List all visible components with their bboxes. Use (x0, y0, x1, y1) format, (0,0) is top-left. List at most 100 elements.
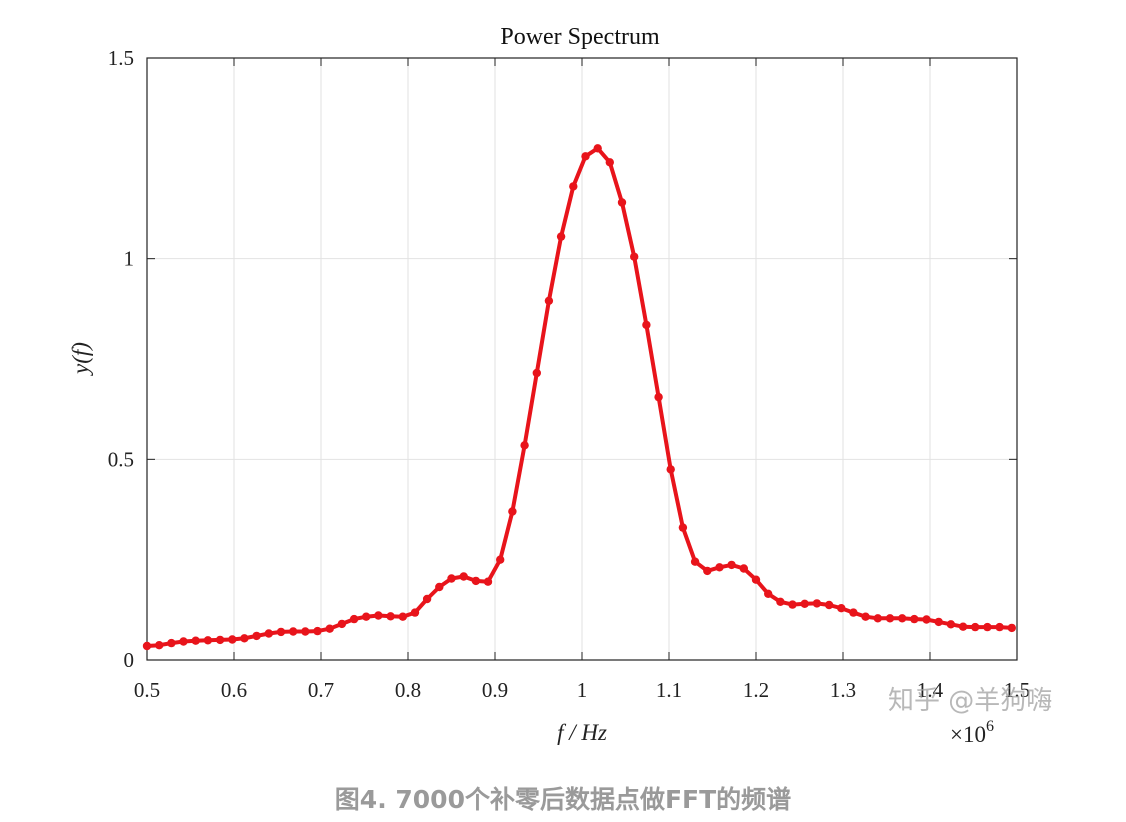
x-tick-label: 1.1 (656, 678, 682, 702)
data-point (483, 577, 493, 586)
x-multiplier-base: ×10 (950, 722, 986, 747)
data-point (593, 144, 602, 153)
x-axis-label: f / Hz (557, 720, 607, 745)
series-layer (142, 144, 1016, 651)
data-point (983, 622, 992, 632)
data-point (544, 296, 554, 305)
data-point (191, 636, 200, 645)
x-multiplier-exponent: 6 (986, 718, 994, 735)
data-point (228, 635, 237, 644)
data-point (946, 620, 956, 629)
x-tick-label: 1 (577, 678, 588, 702)
x-tick-label: 0.5 (134, 678, 160, 702)
data-point (751, 575, 761, 584)
y-tick-label: 1.5 (108, 46, 134, 70)
data-point (971, 622, 980, 632)
data-point (398, 612, 407, 621)
data-point (605, 158, 614, 167)
data-point (958, 622, 968, 631)
data-point (617, 198, 627, 207)
data-point (496, 555, 505, 564)
data-point (788, 600, 797, 609)
data-point (289, 627, 298, 636)
data-point (386, 612, 395, 621)
data-point (520, 441, 529, 450)
data-point (167, 638, 176, 648)
data-point (849, 608, 858, 617)
y-tick-label: 0 (124, 648, 135, 672)
grid-lines (146, 57, 1018, 661)
data-point (666, 465, 675, 474)
x-axis-multiplier: ×106 (950, 718, 994, 747)
data-point (374, 611, 383, 620)
data-point (142, 641, 152, 651)
data-point (301, 627, 310, 636)
data-point (715, 563, 724, 572)
figure-caption: 图4. 7000个补零后数据点做FFT的频谱 (334, 785, 792, 814)
data-point (630, 252, 639, 261)
data-point (898, 614, 907, 623)
data-point (325, 624, 334, 633)
data-point (910, 614, 919, 624)
data-point (264, 629, 273, 638)
data-point (812, 599, 822, 608)
data-point (642, 320, 651, 330)
data-point (349, 614, 359, 624)
y-tick-label: 0.5 (108, 447, 134, 471)
data-point (179, 637, 188, 646)
data-point (739, 564, 748, 573)
data-point (800, 599, 809, 608)
y-axis-label: y(f) (68, 342, 93, 376)
data-point (471, 576, 481, 586)
data-point (276, 627, 286, 637)
x-tick-label: 0.9 (482, 678, 508, 702)
axis-ticks (146, 57, 1018, 661)
data-point (532, 368, 541, 378)
data-point (581, 152, 590, 161)
y-tick-label: 1 (124, 247, 135, 271)
data-point (776, 597, 785, 606)
data-point (995, 622, 1004, 632)
x-tick-label: 1.5 (1004, 678, 1030, 702)
chart-title: Power Spectrum (500, 24, 660, 50)
x-tick-labels: 0.5 0.6 0.7 0.8 0.9 1 1.1 1.2 1.3 1.4 1.5 (134, 678, 1030, 702)
x-tick-label: 0.6 (221, 678, 247, 702)
data-point (922, 615, 931, 624)
data-point (410, 608, 420, 617)
data-point (837, 604, 846, 613)
data-point (203, 636, 213, 645)
watermark-text: 知乎 @羊狗嗨 (888, 686, 1053, 716)
data-point (508, 507, 517, 516)
data-point (337, 619, 347, 629)
data-point (873, 614, 882, 623)
data-point (252, 631, 261, 641)
data-point (824, 600, 834, 610)
data-point (422, 594, 432, 604)
data-point (459, 572, 468, 581)
data-point (215, 635, 225, 645)
x-tick-label: 0.8 (395, 678, 421, 702)
data-point (569, 182, 578, 191)
x-tick-label: 1.3 (830, 678, 856, 702)
spectrum-line (145, 146, 1014, 648)
x-tick-label: 1.4 (917, 678, 944, 702)
x-tick-label: 0.7 (308, 678, 334, 702)
x-tick-label: 1.2 (743, 678, 769, 702)
data-point (155, 641, 164, 650)
y-tick-labels: 0 0.5 1 1.5 (108, 46, 134, 672)
data-point (556, 232, 566, 241)
data-point (240, 634, 249, 643)
data-point (764, 589, 773, 598)
data-point (934, 617, 943, 627)
data-point (690, 557, 700, 566)
data-point (703, 566, 712, 576)
data-point (1007, 623, 1016, 633)
data-point (362, 612, 371, 621)
data-point (727, 560, 736, 570)
data-point (861, 612, 870, 621)
data-point (885, 614, 895, 623)
data-point (678, 523, 688, 532)
data-point (447, 574, 456, 583)
data-point (313, 626, 322, 636)
